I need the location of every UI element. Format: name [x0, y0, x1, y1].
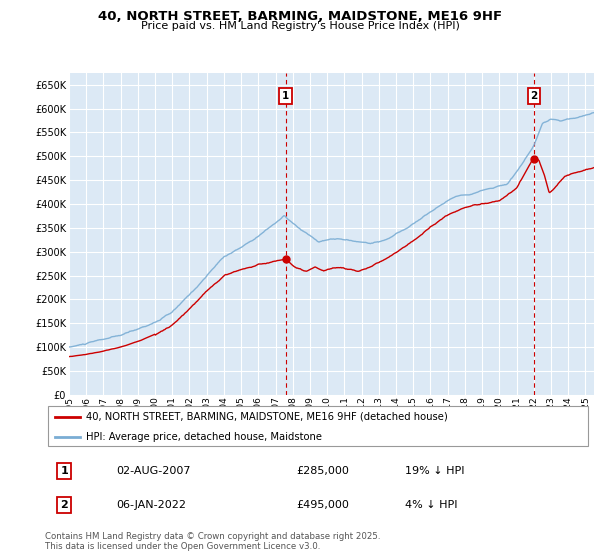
Text: Contains HM Land Registry data © Crown copyright and database right 2025.
This d: Contains HM Land Registry data © Crown c… [45, 532, 380, 552]
Text: 19% ↓ HPI: 19% ↓ HPI [406, 466, 465, 476]
Text: 1: 1 [282, 91, 289, 101]
Text: £495,000: £495,000 [296, 500, 349, 510]
Text: HPI: Average price, detached house, Maidstone: HPI: Average price, detached house, Maid… [86, 432, 322, 442]
Text: 02-AUG-2007: 02-AUG-2007 [116, 466, 190, 476]
Text: 1: 1 [60, 466, 68, 476]
Text: 4% ↓ HPI: 4% ↓ HPI [406, 500, 458, 510]
Text: Price paid vs. HM Land Registry's House Price Index (HPI): Price paid vs. HM Land Registry's House … [140, 21, 460, 31]
Text: 40, NORTH STREET, BARMING, MAIDSTONE, ME16 9HF (detached house): 40, NORTH STREET, BARMING, MAIDSTONE, ME… [86, 412, 448, 422]
Text: 40, NORTH STREET, BARMING, MAIDSTONE, ME16 9HF: 40, NORTH STREET, BARMING, MAIDSTONE, ME… [98, 10, 502, 23]
Text: 06-JAN-2022: 06-JAN-2022 [116, 500, 186, 510]
Text: 2: 2 [530, 91, 538, 101]
Text: 2: 2 [60, 500, 68, 510]
Text: £285,000: £285,000 [296, 466, 349, 476]
FancyBboxPatch shape [48, 406, 588, 446]
